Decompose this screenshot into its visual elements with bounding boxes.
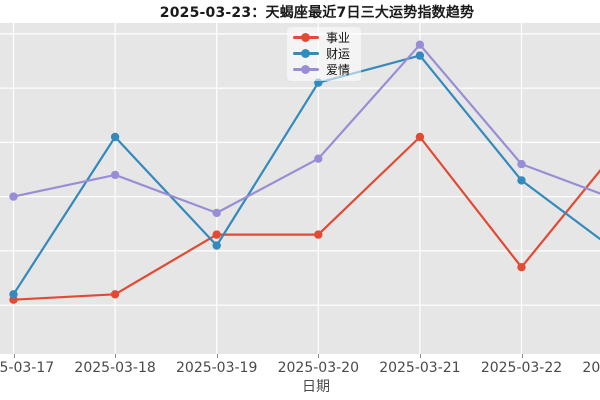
x-tick-label: 2025-03-21 [379, 360, 461, 376]
series-point-career [212, 230, 221, 239]
legend-item-career: 事业 [293, 30, 350, 45]
series-point-wealth [415, 51, 425, 60]
series-point-love [9, 192, 18, 201]
x-tick-label: 2025-03-23 [582, 360, 600, 376]
series-point-love [517, 159, 526, 169]
x-axis-tick [318, 354, 320, 358]
series-point-love [314, 154, 323, 163]
series-line-career [12, 135, 600, 301]
chart-title: 2025-03-23：天蝎座最近7日三大运势指数趋势 [159, 5, 475, 21]
legend-label: 事业 [326, 30, 351, 45]
series-point-career [314, 230, 323, 239]
x-axis-tick [419, 354, 421, 358]
series-point-career [110, 290, 120, 299]
series-point-career [517, 263, 526, 272]
legend: 事业 财运 爱情 [287, 27, 362, 81]
x-axis-tick [216, 354, 218, 358]
x-axis-title: 日期 [302, 379, 330, 395]
legend-line-dot-icon [293, 32, 319, 43]
series-point-wealth [110, 132, 120, 142]
x-tick-label: 2025-03-22 [480, 360, 563, 376]
x-axis-tick [521, 354, 523, 358]
legend-item-wealth: 财运 [293, 46, 350, 61]
x-axis-tick [115, 354, 117, 358]
series-point-career [415, 132, 425, 142]
x-tick-label: 2025-03-18 [74, 360, 156, 376]
series-point-wealth [9, 290, 18, 299]
x-tick-label: 2025-03-19 [176, 360, 258, 376]
x-tick-label: 2025-03-20 [277, 360, 359, 376]
plot-canvas [0, 23, 600, 354]
series-point-love [212, 208, 221, 218]
legend-line-dot-icon [293, 48, 319, 59]
legend-label: 财运 [326, 46, 351, 61]
series-point-wealth [517, 176, 526, 185]
legend-line-dot-icon [293, 64, 319, 75]
series-line-wealth [12, 54, 600, 296]
x-tick-label: 2025-03-17 [0, 360, 55, 376]
legend-item-love: 爱情 [293, 62, 350, 77]
series-point-wealth [212, 241, 221, 250]
series-point-love [110, 170, 120, 180]
x-axis-tick [13, 354, 15, 358]
legend-label: 爱情 [326, 62, 351, 77]
series-point-love [415, 40, 425, 49]
